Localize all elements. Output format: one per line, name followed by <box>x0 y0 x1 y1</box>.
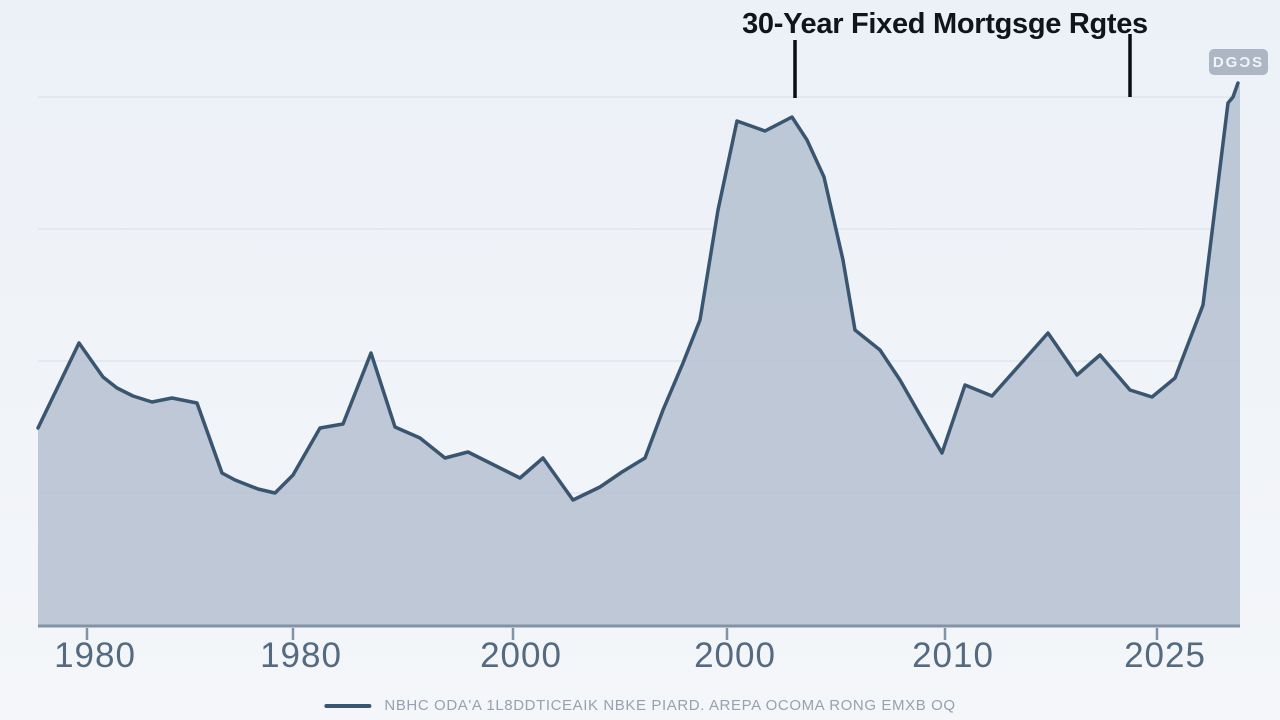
x-tick-label: 2010 <box>912 636 994 675</box>
chart-title: 30-Year Fixed Mortgsge Rgtes <box>742 8 1148 40</box>
legend-line-swatch <box>324 703 372 708</box>
x-tick-label: 2025 <box>1124 636 1206 675</box>
chart-caption: NBHC ODA'A 1L8DDTICEAIK NBKE PIARD. AREP… <box>324 697 955 714</box>
x-tick-label: 1980 <box>260 636 342 675</box>
x-tick-label: 2000 <box>694 636 776 675</box>
watermark-badge: DGƆS <box>1209 49 1268 75</box>
x-tick-label: 1980 <box>54 636 136 675</box>
x-tick-label: 2000 <box>480 636 562 675</box>
caption-text: NBHC ODA'A 1L8DDTICEAIK NBKE PIARD. AREP… <box>384 697 956 714</box>
